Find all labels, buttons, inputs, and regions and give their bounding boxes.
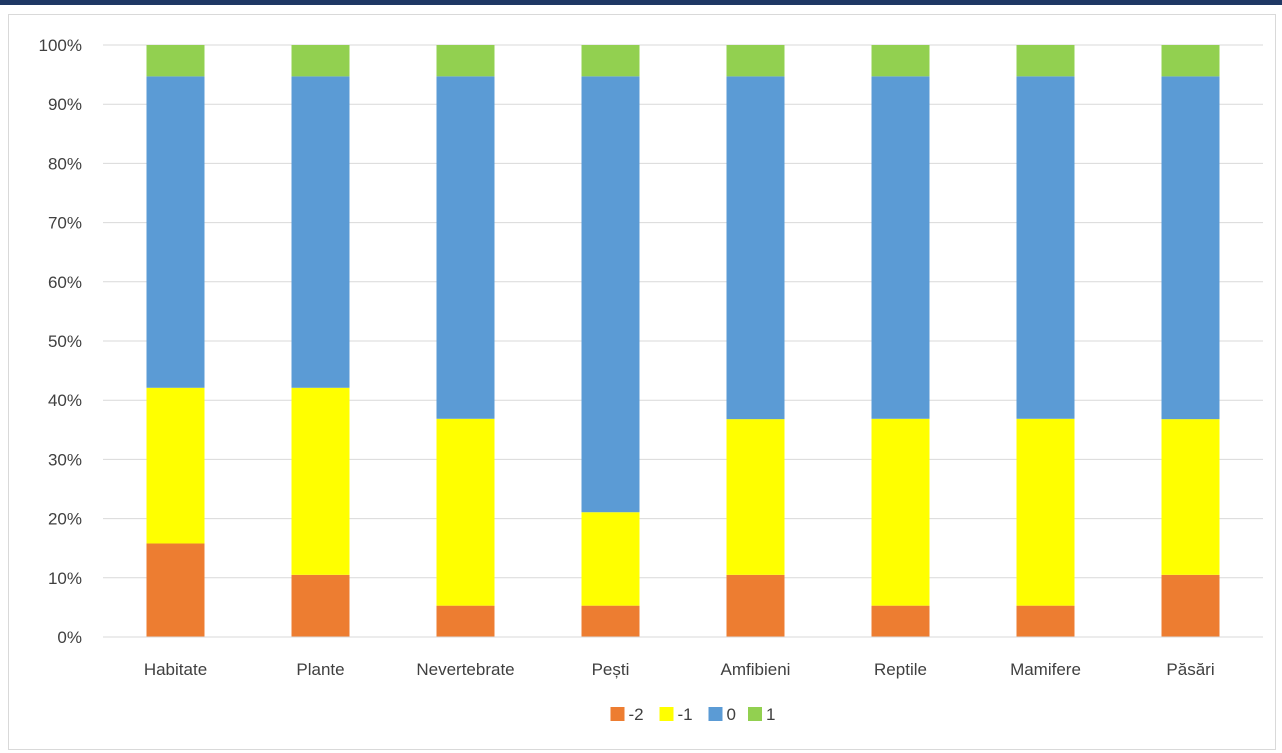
bar-segment-mamifere-series--1: [1016, 418, 1075, 606]
bar-segment-habitate-series-1: [146, 45, 205, 77]
y-tick-label: 80%: [48, 154, 82, 173]
x-tick-label: Mamifere: [1010, 660, 1081, 679]
x-tick-label: Amfibieni: [721, 660, 791, 679]
bar-segment-mamifere-series--2: [1016, 605, 1075, 637]
bar-segment-amfibieni-series-0: [726, 76, 785, 420]
bar-segment-reptile-series--1: [871, 418, 930, 606]
x-tick-label: Habitate: [144, 660, 207, 679]
y-tick-label: 90%: [48, 95, 82, 114]
bar-segment-habitate-series-0: [146, 76, 205, 388]
bar-segment-reptile-series--2: [871, 605, 930, 637]
bar-segment-nevertebrate-series--2: [436, 605, 495, 637]
bar-segment-nevertebrate-series-1: [436, 45, 495, 77]
top-accent-bar: [0, 0, 1282, 5]
bar-segment-păsări-series-0: [1161, 76, 1220, 420]
y-tick-label: 40%: [48, 391, 82, 410]
legend-swatch-1: [748, 707, 762, 721]
legend-label-0: 0: [727, 705, 736, 724]
gridlines: [103, 44, 1263, 579]
legend-swatch-0: [708, 707, 723, 721]
y-tick-label: 30%: [48, 450, 82, 469]
x-tick-label: Păsări: [1166, 660, 1214, 679]
bars: [146, 45, 1220, 637]
bar-segment-pești-series--2: [581, 605, 640, 637]
bar-segment-plante-series--2: [291, 574, 350, 637]
bar-segment-habitate-series--1: [146, 387, 205, 544]
bar-segment-mamifere-series-1: [1016, 45, 1075, 77]
x-tick-label: Pești: [592, 660, 630, 679]
bar-segment-nevertebrate-series-0: [436, 76, 495, 419]
x-tick-label: Reptile: [874, 660, 927, 679]
bar-segment-plante-series-1: [291, 45, 350, 77]
bar-segment-nevertebrate-series--1: [436, 418, 495, 606]
bar-segment-reptile-series-0: [871, 76, 930, 419]
bar-segment-plante-series-0: [291, 76, 350, 388]
y-tick-label: 100%: [39, 36, 82, 55]
legend-label--2: -2: [629, 705, 644, 724]
bar-segment-amfibieni-series--1: [726, 419, 785, 575]
bar-segment-habitate-series--2: [146, 543, 205, 637]
bar-segment-mamifere-series-0: [1016, 76, 1075, 419]
y-tick-label: 50%: [48, 332, 82, 351]
y-axis-tick-labels: 0% 10% 20% 30% 40% 50% 60% 70% 80% 90% 100%: [39, 36, 82, 647]
bar-segment-păsări-series--1: [1161, 419, 1220, 575]
x-tick-label: Plante: [296, 660, 344, 679]
bar-segment-pești-series-1: [581, 45, 640, 77]
y-tick-label: 60%: [48, 273, 82, 292]
bar-segment-amfibieni-series-1: [726, 45, 785, 77]
bar-segment-pești-series--1: [581, 512, 640, 606]
bar-segment-păsări-series-1: [1161, 45, 1220, 77]
legend-label--1: -1: [678, 705, 693, 724]
bar-segment-reptile-series-1: [871, 45, 930, 77]
bar-segment-pești-series-0: [581, 76, 640, 513]
legend-swatch--2: [610, 707, 625, 721]
x-axis-tick-labels: Habitate Plante Nevertebrate Pești Amfibieni…: [144, 660, 1215, 679]
legend: -2 -1 0 1: [610, 705, 775, 724]
x-tick-label: Nevertebrate: [416, 660, 514, 679]
y-tick-label: 0%: [57, 628, 82, 647]
bar-segment-plante-series--1: [291, 387, 350, 575]
bar-segment-păsări-series--2: [1161, 574, 1220, 637]
y-tick-label: 10%: [48, 569, 82, 588]
y-tick-label: 20%: [48, 510, 82, 529]
legend-label-1: 1: [766, 705, 775, 724]
legend-swatch--1: [659, 707, 674, 721]
bar-segment-amfibieni-series--2: [726, 574, 785, 637]
y-tick-label: 70%: [48, 214, 82, 233]
